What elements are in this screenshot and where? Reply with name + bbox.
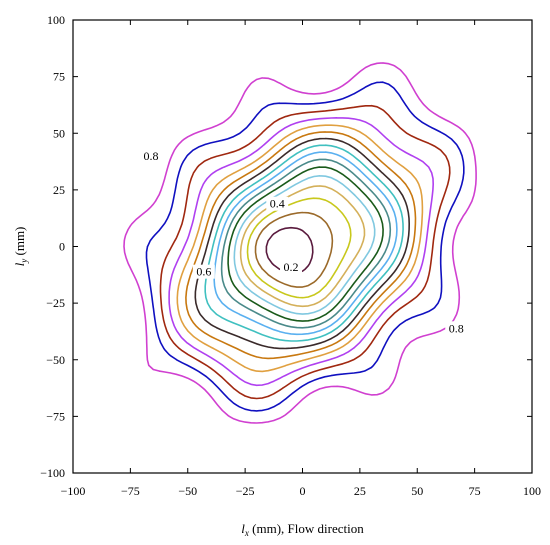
y-axis-label: ly (mm) <box>12 227 29 267</box>
contour-label-bg <box>445 321 468 336</box>
x-tick-label: −75 <box>121 484 140 498</box>
contour-level-0-7 <box>176 124 424 373</box>
contour-labels: 0.2 0.4 0.6 0.8 0.8 <box>140 149 468 336</box>
contour-level-0-75 <box>168 117 434 387</box>
y-tick-label: 0 <box>59 240 65 254</box>
contour-label-bg <box>192 264 215 279</box>
contour-level-0-35 <box>233 175 376 315</box>
tick-labels: −100 −75 −50 −25 0 25 50 75 100 100 75 50 25 0 −25 −50 −… <box>40 13 541 498</box>
contour-label-bg <box>140 149 163 164</box>
contour-label-bg <box>266 196 289 211</box>
y-tick-label: −25 <box>46 296 65 310</box>
contour-label: 0.8 <box>449 321 464 335</box>
contour-label: 0.8 <box>144 149 159 163</box>
contour-label: 0.2 <box>284 260 299 274</box>
contour-level-0-55 <box>204 144 404 342</box>
y-tick-label: −100 <box>40 466 65 480</box>
y-tick-label: 75 <box>53 70 65 84</box>
contour-level-0-6 <box>194 137 410 350</box>
y-tick-label: −50 <box>46 353 65 367</box>
y-tick-label: 25 <box>53 183 65 197</box>
contour-level-0-3 <box>239 185 366 308</box>
x-tick-label: −25 <box>236 484 255 498</box>
contour-label: 0.4 <box>270 197 285 211</box>
x-tick-label: 0 <box>300 484 306 498</box>
y-tick-label: 100 <box>47 13 65 27</box>
x-tick-label: 25 <box>354 484 366 498</box>
x-tick-label: −100 <box>61 484 86 498</box>
x-axis-label: lx (mm), Flow direction <box>241 521 364 538</box>
x-tick-label: −50 <box>178 484 197 498</box>
plot-frame <box>72 19 533 474</box>
contour-level-0-9 <box>123 62 477 424</box>
contour-label-bg <box>280 260 303 275</box>
contour-level-0-85 <box>145 81 465 412</box>
contour-level-0-2 <box>254 211 334 288</box>
contour-level-0-4 <box>227 166 384 322</box>
y-tick-label: 50 <box>53 126 65 140</box>
contour-label: 0.6 <box>196 265 211 279</box>
contour-level-0-45 <box>220 158 392 329</box>
x-tick-label: 50 <box>411 484 423 498</box>
x-tick-label: 75 <box>469 484 481 498</box>
y-tick-label: −75 <box>46 409 65 423</box>
contour-level-0-8 <box>159 104 451 400</box>
x-tick-label: 100 <box>523 484 541 498</box>
contour-lines <box>123 62 477 424</box>
axis-ticks <box>72 19 533 474</box>
contour-level-0-5 <box>213 151 398 336</box>
